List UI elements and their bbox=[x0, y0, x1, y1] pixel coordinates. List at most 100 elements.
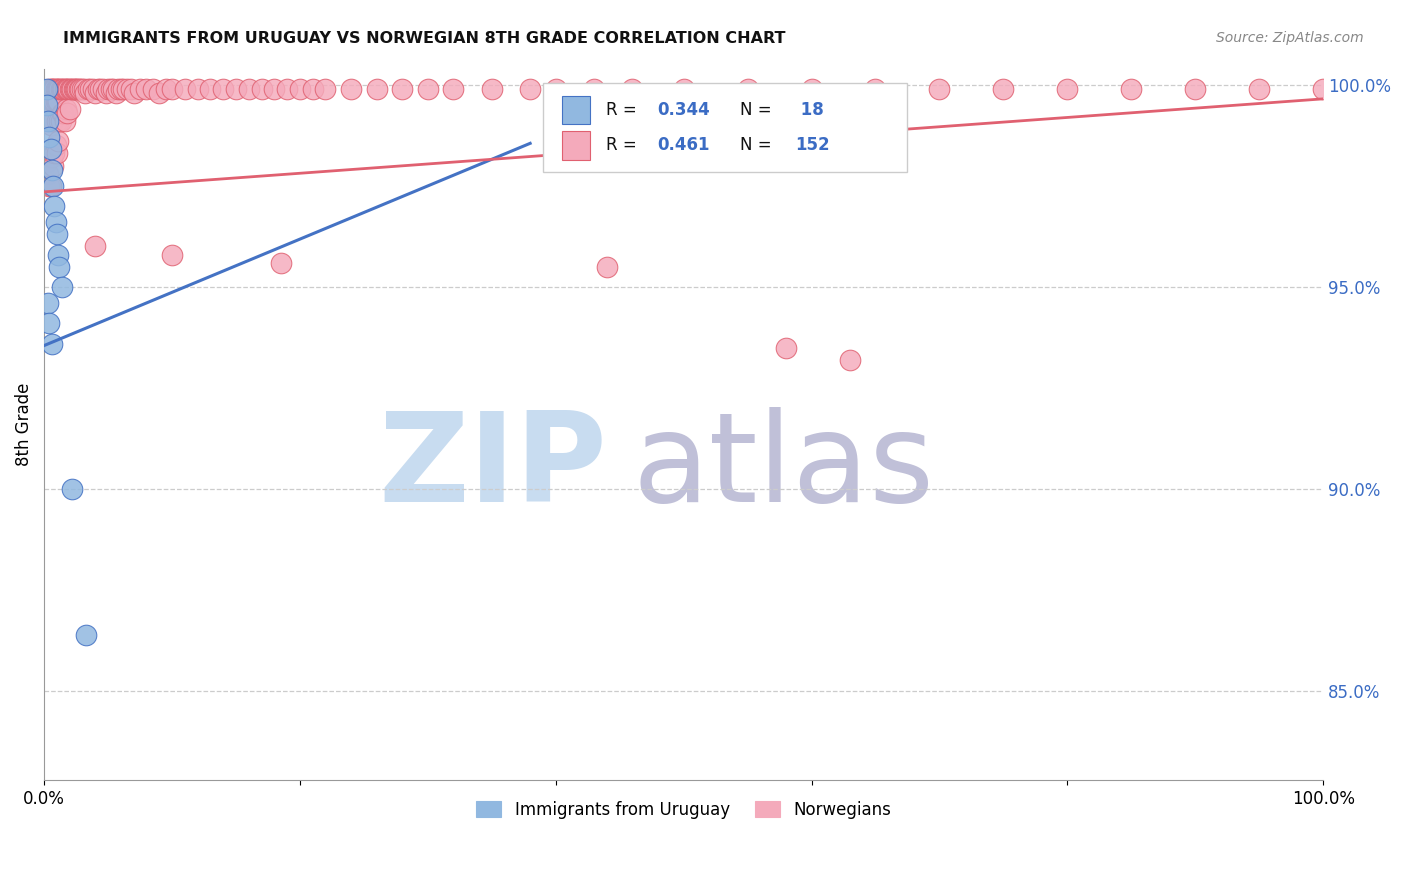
Point bbox=[53, 114, 76, 128]
Text: 0.344: 0.344 bbox=[657, 101, 710, 119]
Point bbox=[89, 81, 111, 95]
Point bbox=[481, 81, 503, 95]
Point bbox=[1121, 81, 1143, 95]
Point bbox=[52, 81, 75, 95]
Point bbox=[38, 81, 60, 95]
Point bbox=[59, 81, 82, 95]
Point bbox=[63, 81, 86, 95]
Point bbox=[340, 81, 363, 95]
Point bbox=[107, 81, 129, 95]
Point bbox=[60, 482, 83, 496]
Point bbox=[583, 81, 606, 95]
Point bbox=[49, 114, 72, 128]
Point bbox=[56, 81, 79, 95]
Point bbox=[45, 146, 67, 161]
Point bbox=[46, 247, 69, 261]
Point bbox=[48, 81, 70, 95]
Point bbox=[41, 336, 63, 351]
Point bbox=[46, 134, 69, 148]
Point bbox=[366, 81, 388, 95]
Point bbox=[270, 255, 292, 269]
Point bbox=[48, 114, 70, 128]
Point bbox=[59, 81, 82, 95]
Point bbox=[59, 102, 82, 116]
Point bbox=[37, 167, 59, 181]
Point bbox=[38, 178, 60, 193]
Point bbox=[155, 81, 177, 95]
Point bbox=[45, 138, 67, 153]
Point bbox=[62, 81, 84, 95]
Text: 0.461: 0.461 bbox=[657, 136, 709, 154]
Text: IMMIGRANTS FROM URUGUAY VS NORWEGIAN 8TH GRADE CORRELATION CHART: IMMIGRANTS FROM URUGUAY VS NORWEGIAN 8TH… bbox=[63, 31, 786, 46]
Point bbox=[315, 81, 337, 95]
Point bbox=[35, 81, 58, 95]
Point bbox=[56, 106, 79, 120]
Point bbox=[100, 81, 122, 95]
Point bbox=[97, 81, 120, 95]
Text: Source: ZipAtlas.com: Source: ZipAtlas.com bbox=[1216, 31, 1364, 45]
Point bbox=[44, 199, 66, 213]
Point bbox=[928, 81, 950, 95]
Point bbox=[42, 81, 65, 95]
Point bbox=[87, 81, 110, 95]
Point bbox=[288, 81, 311, 95]
Point bbox=[53, 81, 76, 95]
Point bbox=[41, 162, 63, 177]
Point bbox=[441, 81, 464, 95]
Point bbox=[45, 114, 67, 128]
Legend: Immigrants from Uruguay, Norwegians: Immigrants from Uruguay, Norwegians bbox=[470, 794, 897, 825]
Point bbox=[65, 81, 87, 95]
Point bbox=[44, 81, 66, 95]
Point bbox=[120, 81, 142, 95]
Text: R =: R = bbox=[606, 136, 641, 154]
Point bbox=[41, 81, 63, 95]
Point bbox=[160, 81, 183, 95]
Point bbox=[91, 81, 114, 95]
Point bbox=[35, 154, 58, 169]
Point bbox=[187, 81, 209, 95]
Point bbox=[42, 114, 65, 128]
Point bbox=[79, 81, 101, 95]
Point bbox=[46, 94, 69, 108]
Point bbox=[212, 81, 235, 95]
Point bbox=[1184, 81, 1206, 95]
Point bbox=[55, 102, 77, 116]
Text: ZIP: ZIP bbox=[378, 407, 607, 527]
Point bbox=[37, 86, 59, 100]
Point bbox=[1312, 81, 1334, 95]
Point bbox=[45, 215, 67, 229]
Point bbox=[101, 81, 124, 95]
Point bbox=[48, 260, 70, 274]
Point bbox=[60, 81, 83, 95]
Point bbox=[82, 81, 104, 95]
Point bbox=[51, 280, 73, 294]
Point bbox=[41, 151, 63, 165]
Point bbox=[200, 81, 222, 95]
Point bbox=[993, 81, 1015, 95]
Point bbox=[38, 130, 60, 145]
Point bbox=[44, 146, 66, 161]
Point bbox=[263, 81, 285, 95]
Point bbox=[621, 81, 644, 95]
Point bbox=[45, 227, 67, 242]
Point bbox=[58, 81, 80, 95]
Point bbox=[160, 247, 183, 261]
Bar bbox=[562, 95, 591, 124]
Point bbox=[51, 81, 73, 95]
Point bbox=[39, 142, 62, 156]
Point bbox=[391, 81, 413, 95]
Point bbox=[73, 81, 96, 95]
Point bbox=[276, 81, 298, 95]
Text: atlas: atlas bbox=[633, 407, 935, 527]
Point bbox=[52, 106, 75, 120]
Point bbox=[800, 81, 823, 95]
FancyBboxPatch shape bbox=[543, 83, 907, 172]
Point bbox=[69, 81, 91, 95]
Point bbox=[39, 118, 62, 132]
Point bbox=[117, 81, 139, 95]
Point bbox=[301, 81, 323, 95]
Point bbox=[67, 81, 90, 95]
Point bbox=[46, 81, 69, 95]
Point bbox=[110, 81, 132, 95]
Point bbox=[37, 102, 59, 116]
